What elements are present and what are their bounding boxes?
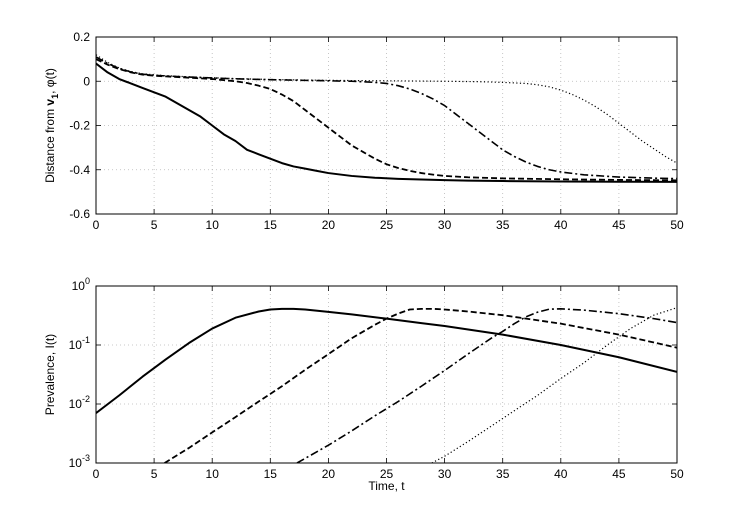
- x-tick-label: 30: [438, 467, 452, 481]
- series-line-solid: [96, 307, 677, 414]
- y-tick-label: 0.2: [73, 30, 90, 44]
- x-tick-label: 5: [151, 218, 158, 232]
- series-line-solid: [96, 62, 677, 183]
- x-tick-label: 10: [206, 218, 220, 232]
- y-tick-label: 10-2: [69, 394, 90, 411]
- y-tick-label: 10-1: [69, 335, 90, 352]
- series-line-dashdot: [296, 308, 677, 463]
- x-tick-label: 15: [264, 218, 278, 232]
- x-tick-label: 20: [322, 218, 336, 232]
- x-tick-label: 50: [670, 467, 684, 481]
- x-tick-label: 0: [93, 467, 100, 481]
- y-axis-label: Prevalence, I(t): [43, 334, 57, 415]
- y-tick-exponent: -1: [82, 335, 90, 345]
- axes-frame: [95, 285, 678, 464]
- x-tick-label: 15: [264, 467, 278, 481]
- y-tick-exponent: -2: [82, 394, 90, 404]
- y-tick-label: -0.2: [69, 119, 90, 133]
- y-tick-base: 10: [69, 397, 83, 411]
- y-tick-exponent: -3: [82, 453, 90, 463]
- x-tick-label: 40: [554, 467, 568, 481]
- series-line-dashed: [164, 307, 677, 463]
- prevalence-plot: 0 5 10 15 20 25 30 35 40 45 5010010-110-210-3Preva…: [43, 276, 684, 493]
- axes-frame: [95, 36, 678, 215]
- y-tick-label: -0.6: [69, 207, 90, 221]
- x-tick-label: 35: [496, 467, 510, 481]
- y-tick-label: 10-3: [69, 453, 90, 470]
- y-tick-exponent: 0: [85, 276, 90, 286]
- series-line-dashdot: [96, 56, 677, 180]
- x-tick-label: 25: [380, 467, 394, 481]
- x-tick-label: 10: [206, 467, 220, 481]
- x-tick-label: 45: [612, 467, 626, 481]
- y-tick-base: 10: [69, 338, 83, 352]
- y-tick-label: 100: [72, 276, 90, 293]
- x-tick-label: 0: [93, 218, 100, 232]
- y-axis-label: Distance from v1, φ(t): [43, 68, 60, 183]
- x-tick-label: 30: [438, 218, 452, 232]
- y-tick-base: 10: [72, 279, 86, 293]
- x-tick-label: 40: [554, 218, 568, 232]
- x-tick-label: 50: [670, 218, 684, 232]
- x-tick-label: 5: [151, 467, 158, 481]
- distance-plot: 0 5 10 15 20 25 30 35 40 45 50 0.2 0 -0.2 -0.4 -0.6 Dist…: [43, 30, 684, 232]
- y-tick-label: -0.4: [69, 163, 90, 177]
- y-tick-label: 0: [83, 74, 90, 88]
- x-axis-label: Time, t: [368, 479, 405, 493]
- y-tick-base: 10: [69, 456, 83, 470]
- x-tick-label: 45: [612, 218, 626, 232]
- x-tick-label: 35: [496, 218, 510, 232]
- x-tick-label: 25: [380, 218, 394, 232]
- x-tick-label: 20: [322, 467, 336, 481]
